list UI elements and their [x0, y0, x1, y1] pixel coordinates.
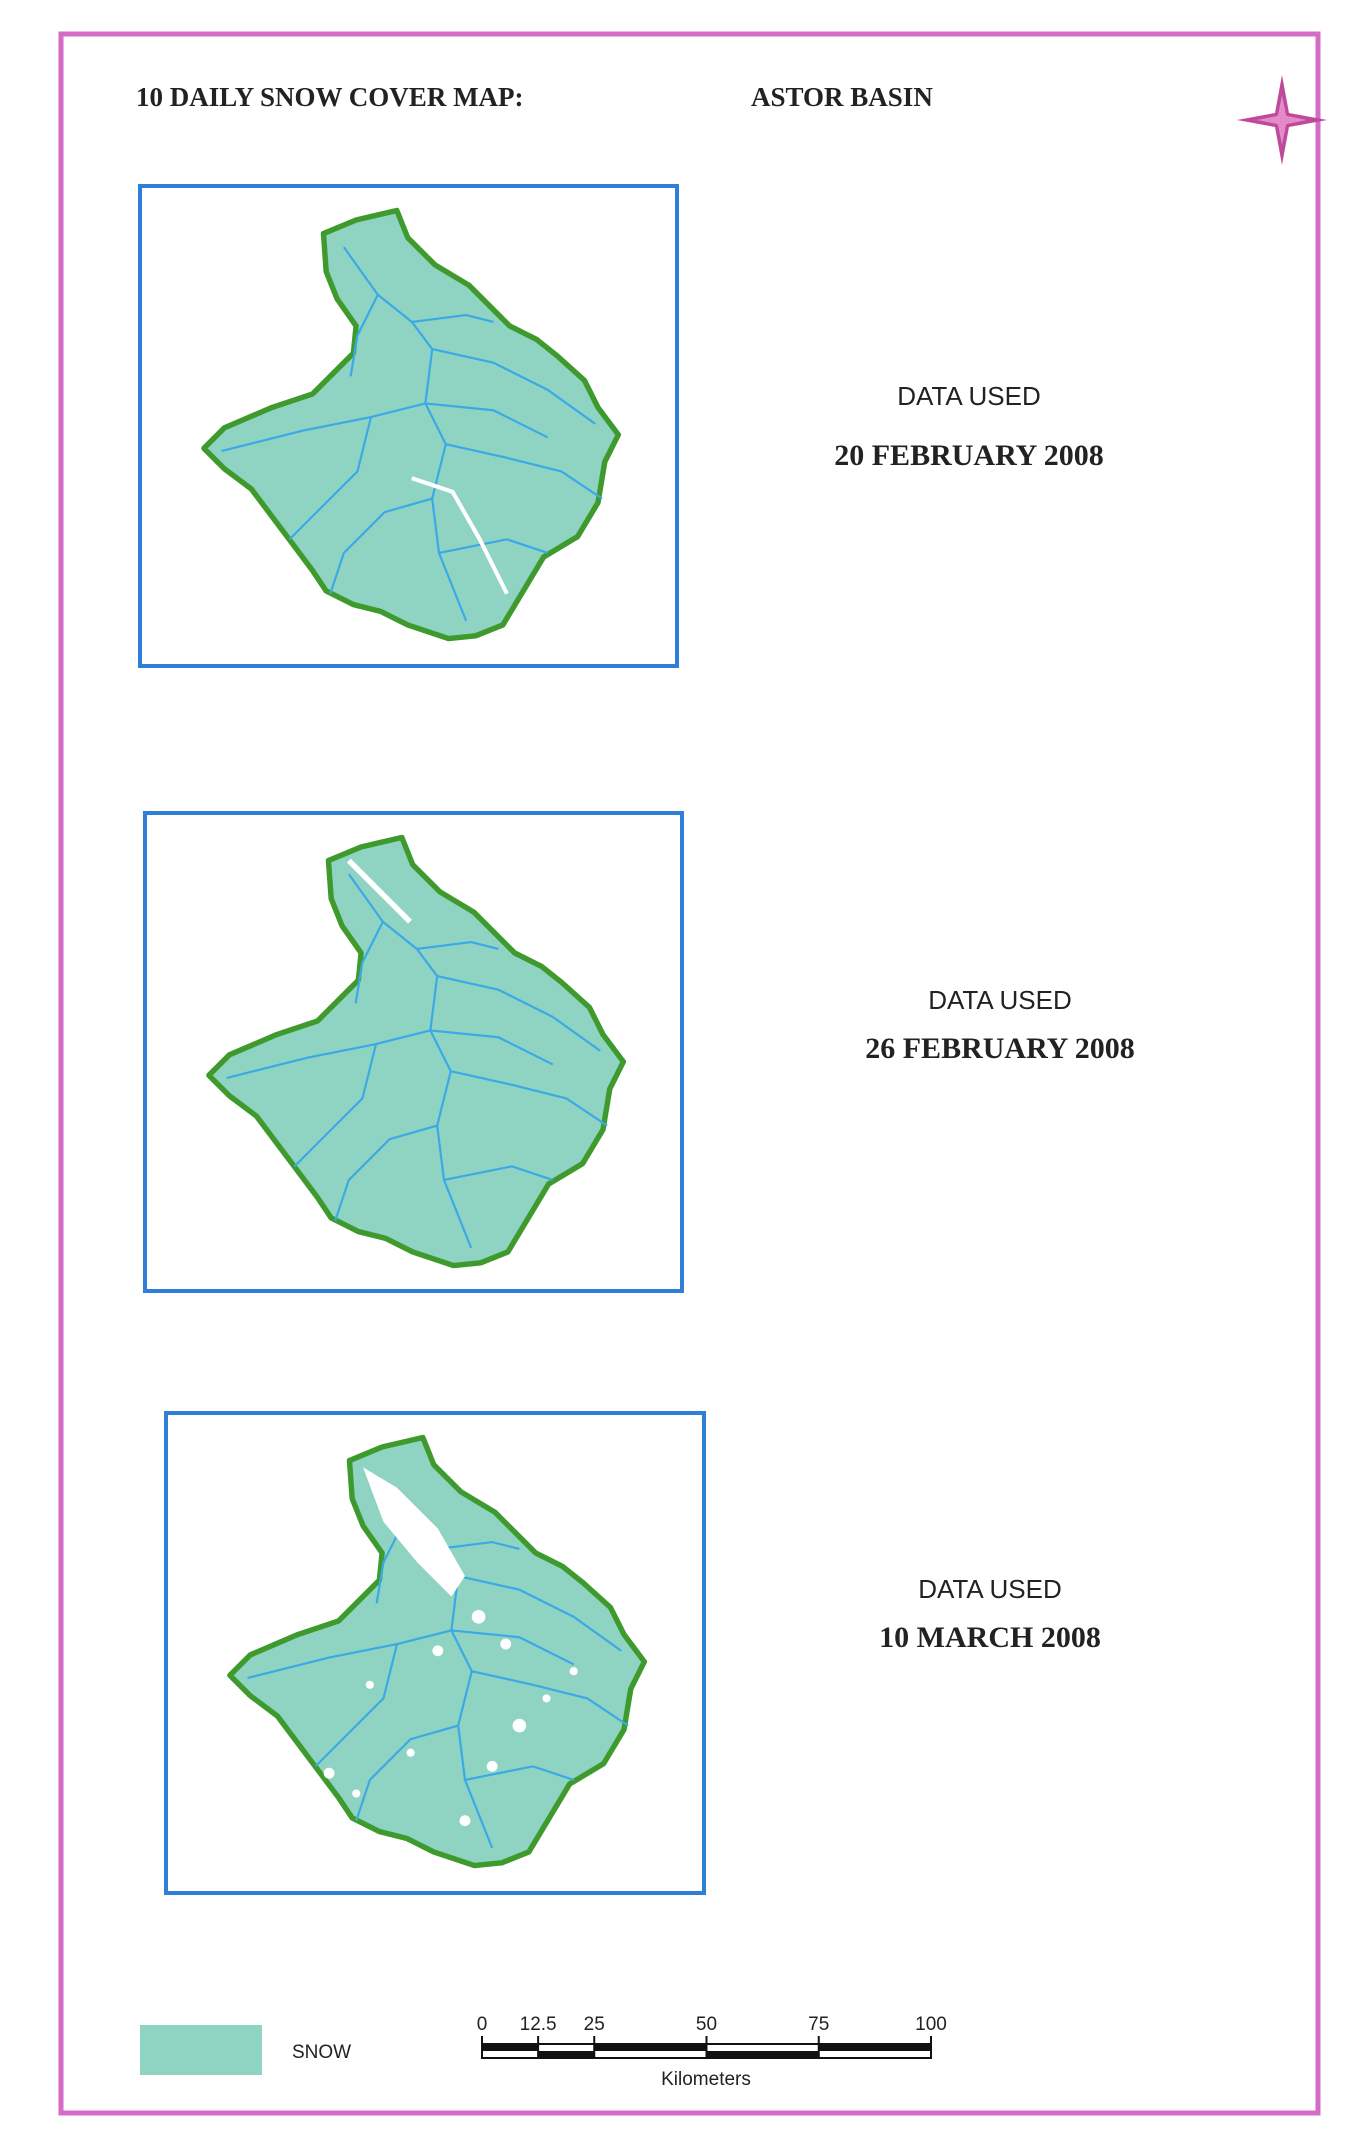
panel-label: DATA USED [897, 381, 1041, 411]
legend-label: SNOW [292, 2042, 351, 2063]
scale-segment [706, 2051, 819, 2058]
panel-label: DATA USED [928, 985, 1072, 1015]
scale-segment [538, 2051, 595, 2058]
panel-label: DATA USED [918, 1574, 1062, 1604]
map-panel [138, 184, 679, 668]
map-panel [164, 1411, 706, 1895]
basin-name: ASTOR BASIN [751, 82, 933, 112]
scale-segment [594, 2044, 707, 2051]
scale-label: 25 [584, 2014, 605, 2035]
panel-date: 26 FEBRUARY 2008 [865, 1032, 1135, 1065]
scale-label: 75 [808, 2014, 829, 2035]
panel-date: 20 FEBRUARY 2008 [834, 439, 1104, 472]
scale-label: 0 [477, 2014, 488, 2035]
scale-label: 100 [915, 2014, 947, 2035]
map-panel [143, 811, 684, 1293]
scale-segment [482, 2044, 539, 2051]
page-border [58, 31, 1321, 2116]
scale-unit: Kilometers [661, 2069, 751, 2090]
scale-label: 50 [696, 2014, 717, 2035]
scale-segment [818, 2044, 931, 2051]
map-title: 10 DAILY SNOW COVER MAP: [136, 82, 524, 112]
panel-date: 10 MARCH 2008 [879, 1621, 1101, 1654]
north-arrow [1237, 75, 1327, 165]
legend-swatch [140, 2025, 262, 2075]
scale-label: 12.5 [520, 2014, 557, 2035]
scale-bar: 0 12.5 25 50 75 100 [477, 2014, 947, 2059]
